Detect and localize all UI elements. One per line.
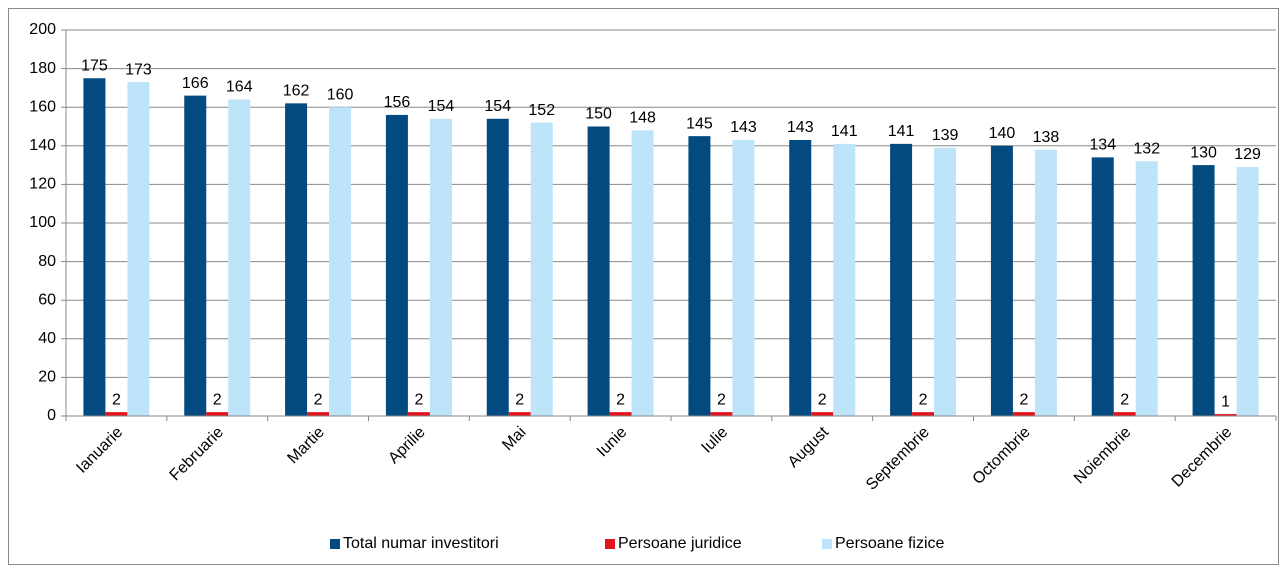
bar	[1214, 414, 1237, 416]
data-label: 2	[1019, 391, 1028, 408]
bar	[1192, 165, 1215, 416]
bar	[789, 140, 812, 416]
bar	[609, 412, 632, 416]
bar	[307, 412, 330, 416]
data-label: 162	[283, 83, 310, 100]
bar	[407, 412, 430, 416]
legend-swatch	[605, 539, 615, 549]
data-label: 156	[384, 94, 411, 111]
data-label: 2	[717, 391, 726, 408]
data-label: 2	[1120, 391, 1129, 408]
data-label: 141	[831, 123, 858, 140]
data-label: 2	[616, 391, 625, 408]
data-label: 173	[125, 61, 152, 78]
data-label: 138	[1033, 129, 1060, 146]
y-tick-label: 200	[29, 21, 56, 38]
y-tick-label: 120	[29, 176, 56, 193]
data-label: 160	[327, 86, 354, 103]
bar	[83, 78, 106, 416]
bar	[184, 95, 207, 417]
bar	[811, 412, 834, 416]
bar	[508, 412, 531, 416]
bar	[587, 126, 610, 416]
bar	[890, 143, 913, 416]
data-label: 154	[428, 98, 455, 115]
bar	[912, 412, 935, 416]
data-label: 2	[213, 391, 222, 408]
data-label: 145	[686, 115, 713, 132]
bar	[127, 82, 150, 417]
data-label: 2	[919, 391, 928, 408]
bar	[990, 145, 1013, 417]
data-label: 175	[81, 57, 108, 74]
y-tick-label: 140	[29, 137, 56, 154]
y-tick-label: 80	[38, 253, 56, 270]
data-label: 141	[888, 123, 915, 140]
legend-label: Persoane juridice	[618, 535, 742, 552]
data-label: 140	[989, 125, 1016, 142]
y-tick-label: 160	[29, 98, 56, 115]
bar	[228, 99, 251, 416]
bar	[486, 118, 509, 416]
data-label: 134	[1089, 137, 1116, 154]
bar	[1012, 412, 1035, 416]
data-label: 1	[1221, 393, 1230, 410]
bar	[385, 114, 408, 417]
bar	[934, 147, 957, 417]
legend-swatch	[822, 539, 832, 549]
data-label: 150	[585, 106, 612, 123]
bar	[285, 103, 308, 416]
data-label: 143	[787, 119, 814, 136]
data-label: 166	[182, 75, 209, 92]
data-label: 154	[484, 98, 511, 115]
data-label: 2	[414, 391, 423, 408]
y-tick-label: 40	[38, 330, 56, 347]
bar	[833, 143, 856, 416]
bar	[329, 107, 352, 416]
legend-label: Total numar investitori	[343, 535, 499, 552]
bar	[530, 122, 553, 416]
data-label: 164	[226, 79, 253, 96]
y-tick-label: 20	[38, 369, 56, 386]
bar	[631, 130, 654, 417]
bar	[105, 412, 128, 416]
bar	[1034, 149, 1057, 416]
data-label: 2	[515, 391, 524, 408]
data-label: 132	[1133, 140, 1160, 157]
data-label: 143	[730, 119, 757, 136]
y-tick-label: 60	[38, 291, 56, 308]
y-tick-label: 180	[29, 60, 56, 77]
bar	[1091, 157, 1114, 416]
data-label: 129	[1234, 146, 1261, 163]
bar	[1135, 161, 1158, 416]
bar	[429, 118, 452, 416]
legend-swatch	[330, 539, 340, 549]
legend-label: Persoane fizice	[835, 535, 944, 552]
y-tick-label: 100	[29, 214, 56, 231]
data-label: 148	[629, 110, 656, 127]
data-label: 152	[528, 102, 555, 119]
data-label: 139	[932, 127, 959, 144]
bar	[732, 140, 755, 416]
data-label: 2	[818, 391, 827, 408]
bar	[710, 412, 733, 416]
bar	[1113, 412, 1136, 416]
data-label: 130	[1190, 144, 1217, 161]
data-label: 2	[112, 391, 121, 408]
data-label: 2	[314, 391, 323, 408]
bar	[206, 412, 229, 416]
bar	[688, 136, 711, 416]
bar	[1236, 167, 1259, 416]
y-tick-label: 0	[47, 407, 56, 424]
